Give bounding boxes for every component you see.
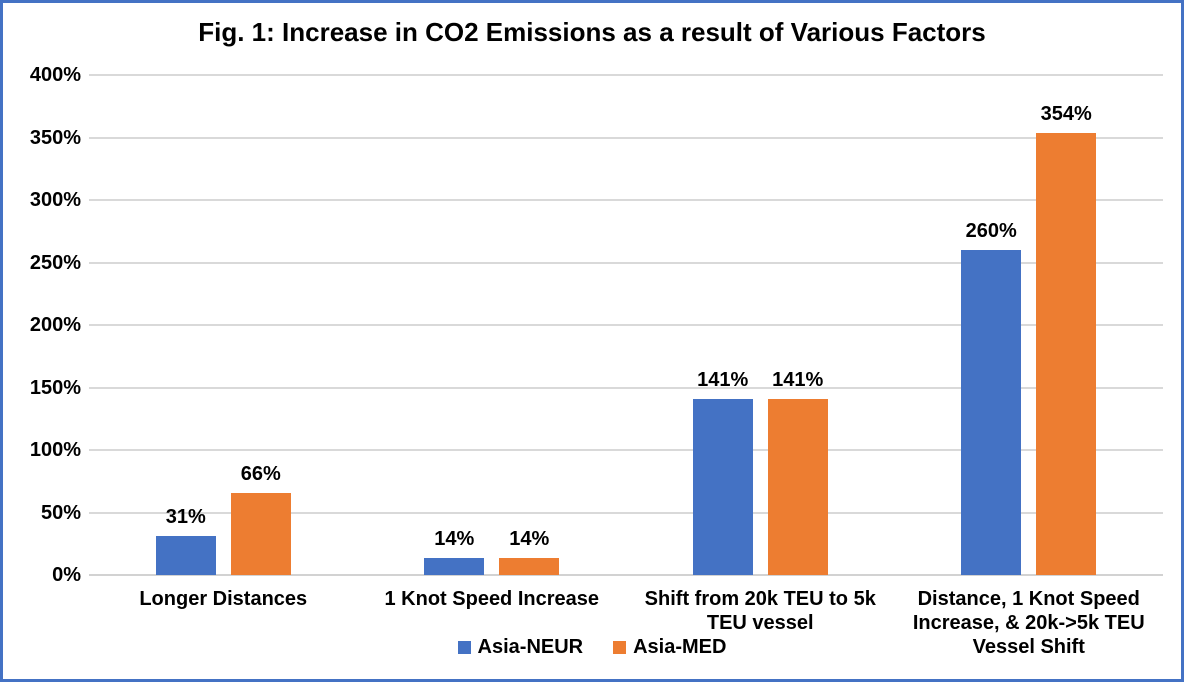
bar-asia-med-cat1[interactable] <box>230 492 291 575</box>
y-axis-tick-label: 300% <box>29 189 81 211</box>
x-axis-category-label: Longer Distances <box>139 588 308 610</box>
legend-swatch-icon <box>613 641 627 654</box>
x-axis-category-label: Distance, 1 Knot Speed Increase, & 20k->… <box>912 588 1145 658</box>
legend-label: Asia-NEUR <box>477 636 584 658</box>
bar-value-label: 354% <box>1040 102 1092 125</box>
y-axis-tick-label: 200% <box>29 314 81 336</box>
bar-asia-med-cat3[interactable] <box>767 398 828 575</box>
gridline <box>89 136 1163 139</box>
gridline <box>89 324 1163 326</box>
bar-value-label: 14% <box>434 527 475 550</box>
y-axis-tick-label: 50% <box>40 501 81 524</box>
gridline <box>89 449 1163 451</box>
legend-item-asia-med[interactable]: Asia-MED <box>613 636 726 659</box>
bar-value-label: 141% <box>772 368 824 391</box>
legend-item-asia-neur[interactable]: Asia-NEUR <box>457 636 584 659</box>
bar-value-label: 141% <box>697 368 749 391</box>
bar-asia-med-cat2[interactable] <box>499 557 560 575</box>
legend-label: Asia-MED <box>633 636 727 658</box>
gridline <box>89 74 1163 76</box>
x-axis-category-label: Shift from 20k TEU to 5k TEU vessel <box>644 588 876 634</box>
bar-asia-neur-cat4[interactable] <box>961 250 1022 575</box>
gridline <box>89 511 1163 514</box>
legend-swatch-icon <box>457 641 471 654</box>
y-axis-tick-label: 400% <box>29 64 81 86</box>
bar-asia-neur-cat3[interactable] <box>692 398 753 575</box>
bar-asia-neur-cat1[interactable] <box>155 536 216 575</box>
y-axis-tick-label: 0% <box>52 564 81 586</box>
x-axis-category-label: 1 Knot Speed Increase <box>384 588 600 610</box>
y-axis-tick-label: 100% <box>29 439 81 461</box>
y-axis-tick-label: 150% <box>29 376 81 399</box>
y-axis-tick-label: 350% <box>29 126 81 149</box>
y-axis-tick-label: 250% <box>29 251 81 274</box>
bar-value-label: 14% <box>509 527 550 550</box>
bar-value-label: 31% <box>165 506 206 529</box>
gridline <box>89 261 1163 264</box>
chart-title: Fig. 1: Increase in CO2 Emissions as a r… <box>198 17 986 47</box>
bar-asia-med-cat4[interactable] <box>1036 132 1097 575</box>
x-axis-line <box>89 574 1163 576</box>
bar-value-label: 260% <box>965 220 1017 242</box>
gridline <box>89 386 1163 389</box>
bar-asia-neur-cat2[interactable] <box>424 557 485 575</box>
gridline <box>89 199 1163 201</box>
bar-value-label: 66% <box>240 462 281 485</box>
legend: Asia-NEUR Asia-MED <box>3 636 1181 659</box>
